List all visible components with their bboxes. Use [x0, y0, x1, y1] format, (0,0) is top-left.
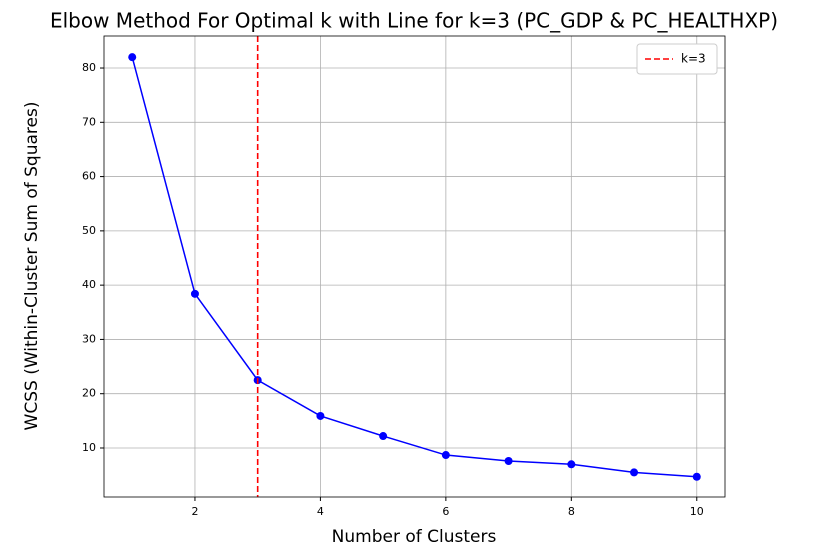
y-tick-label: 20	[82, 387, 96, 400]
data-point	[504, 457, 513, 466]
y-tick-label: 60	[82, 170, 96, 183]
data-point	[128, 53, 137, 62]
data-point	[630, 468, 639, 477]
data-point	[379, 432, 388, 441]
x-tick-label: 6	[442, 505, 449, 518]
plot-frame	[103, 35, 726, 498]
y-tick-label: 30	[82, 332, 96, 345]
x-tick-label: 10	[690, 505, 704, 518]
y-tick-label: 10	[82, 441, 96, 454]
data-point	[567, 460, 576, 469]
y-tick-label: 80	[82, 61, 96, 74]
data-point	[441, 451, 450, 460]
chart-title: Elbow Method For Optimal k with Line for…	[50, 9, 778, 33]
y-tick-label: 50	[82, 224, 96, 237]
data-line	[131, 56, 697, 478]
x-tick-label: 8	[568, 505, 575, 518]
y-tick-label: 70	[82, 115, 96, 128]
data-point	[316, 411, 325, 420]
y-tick-label: 40	[82, 278, 96, 291]
legend-box	[636, 43, 718, 75]
legend-label: k=3	[681, 52, 706, 66]
x-axis-label: Number of Clusters	[332, 527, 497, 547]
y-axis-label: WCSS (Within-Cluster Sum of Squares)	[22, 102, 42, 431]
data-point	[692, 472, 701, 481]
x-tick-label: 2	[191, 505, 198, 518]
x-tick-label: 4	[317, 505, 324, 518]
data-point	[190, 289, 199, 298]
